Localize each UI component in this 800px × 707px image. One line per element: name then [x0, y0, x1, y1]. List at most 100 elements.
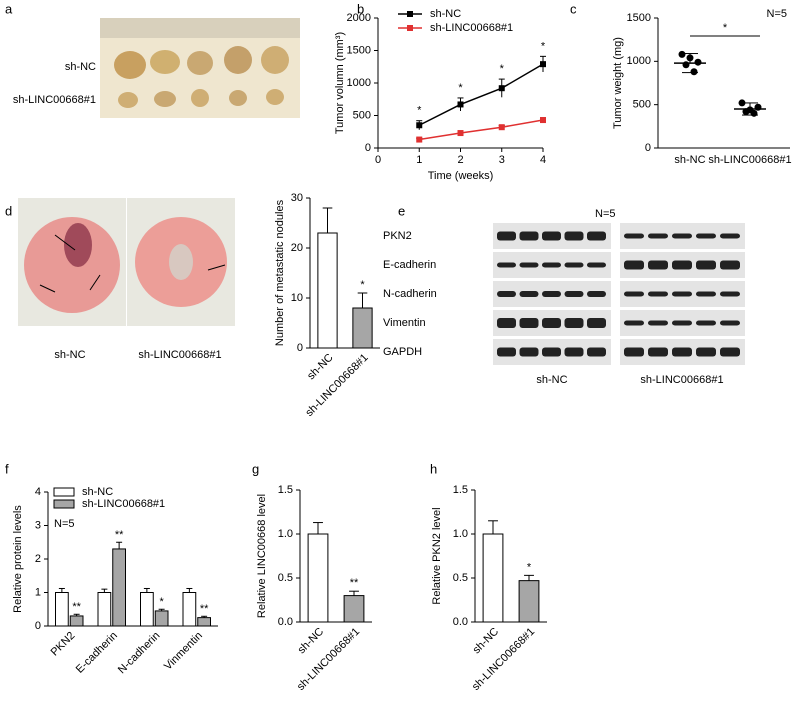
- y-tick-label: 1.5: [453, 484, 468, 496]
- y-tick-label: 1500: [627, 12, 651, 24]
- annotation: *: [417, 105, 422, 117]
- y-tick-label: 0: [297, 342, 303, 354]
- x-tick-label: 3: [499, 154, 505, 166]
- y-tick-label: 3: [35, 519, 41, 531]
- blot-band: [696, 347, 716, 357]
- blot-group-label: sh-LINC00668#1: [640, 374, 723, 386]
- annotation: *: [541, 40, 546, 52]
- legend-label: sh-NC: [82, 486, 113, 498]
- western-blot: [493, 223, 745, 365]
- blot-band: [648, 347, 668, 357]
- point: [746, 106, 754, 114]
- y-tick-label: 2000: [347, 12, 371, 24]
- bar: [112, 548, 126, 627]
- legend-marker: [407, 25, 413, 31]
- annotation: **: [200, 603, 209, 615]
- blot-band: [564, 231, 584, 241]
- blot-band: [624, 291, 644, 297]
- point: [678, 50, 686, 58]
- panel-letter: e: [398, 203, 405, 218]
- annotation: **: [115, 529, 124, 541]
- y-tick-label: 1.5: [278, 484, 293, 496]
- y-tick-label: 500: [353, 109, 371, 121]
- x-tick-label: Vinmentin: [162, 630, 205, 673]
- blot-band: [624, 347, 644, 357]
- legend-swatch: [53, 487, 75, 497]
- blot-row-label: E-cadherin: [383, 259, 436, 271]
- blot-band: [587, 262, 606, 268]
- point: [416, 136, 423, 143]
- x-tick-label: PKN2: [49, 630, 78, 659]
- y-tick-label: 1.0: [453, 528, 468, 540]
- blot-band: [519, 347, 539, 357]
- y-tick-label: 30: [291, 192, 303, 204]
- x-tick-label: N-cadherin: [116, 630, 163, 677]
- panel-letter: c: [570, 1, 577, 16]
- blot-band: [696, 320, 716, 326]
- blot-band: [624, 260, 644, 270]
- point: [540, 117, 546, 124]
- lung-photo: [18, 198, 235, 326]
- bar: [55, 592, 69, 627]
- blot-row-label: Vimentin: [383, 317, 426, 329]
- legend-swatch: [53, 499, 75, 509]
- bar: [140, 592, 154, 627]
- blot-band: [497, 291, 516, 297]
- point: [457, 130, 464, 137]
- blot-band: [519, 231, 539, 241]
- y-axis-label: Relative PKN2 level: [431, 507, 443, 604]
- annotation: *: [458, 82, 463, 94]
- annotation: *: [723, 22, 728, 34]
- y-axis-label: Tumor weight (mg): [612, 37, 624, 129]
- blot-row-label: N-cadherin: [383, 288, 437, 300]
- blot-band: [672, 320, 692, 326]
- blot-band: [587, 231, 606, 241]
- blot-band: [696, 291, 716, 297]
- note: N=5: [767, 8, 788, 20]
- photo-caption: sh-NC: [54, 349, 85, 361]
- y-tick-label: 2: [35, 553, 41, 565]
- x-tick-label: sh-LINC00668#1: [303, 352, 370, 419]
- annotation: *: [360, 279, 365, 291]
- blot-band: [624, 233, 644, 239]
- x-tick-label: 4: [540, 154, 546, 166]
- y-axis-label: Number of metastatic nodules: [274, 199, 286, 346]
- blot-band: [587, 318, 606, 328]
- y-tick-label: 0.0: [453, 616, 468, 628]
- point: [498, 85, 505, 92]
- blot-band: [497, 318, 516, 328]
- blot-band: [497, 231, 516, 241]
- bar: [343, 595, 365, 623]
- x-tick-label: sh-NC: [471, 626, 502, 657]
- blot-band: [648, 291, 668, 297]
- x-tick-label: sh-LINC00668#1: [708, 154, 791, 166]
- blot-band: [497, 262, 516, 268]
- x-tick-label: 1: [416, 154, 422, 166]
- blot-band: [519, 291, 539, 297]
- blot-band: [587, 291, 606, 297]
- blot-band: [542, 231, 561, 241]
- blot-band: [542, 347, 561, 357]
- note: N=5: [54, 518, 75, 530]
- photo-caption: sh-LINC00668#1: [138, 349, 221, 361]
- bar: [307, 533, 329, 623]
- blot-band: [672, 347, 692, 357]
- bar: [154, 610, 169, 627]
- y-tick-label: 500: [633, 99, 651, 111]
- legend-label: sh-LINC00668#1: [430, 22, 513, 34]
- blot-band: [720, 260, 740, 270]
- blot-band: [564, 262, 584, 268]
- series-line: [418, 63, 544, 126]
- legend-label: sh-LINC00668#1: [82, 498, 165, 510]
- blot-band: [497, 347, 516, 357]
- y-tick-label: 0: [35, 620, 41, 632]
- x-tick-label: sh-NC: [296, 626, 327, 657]
- bar: [482, 533, 504, 623]
- tumor-photo: [100, 18, 300, 118]
- blot-band: [672, 260, 692, 270]
- panel-letter: g: [252, 461, 259, 476]
- blot-band: [696, 260, 716, 270]
- blot-band: [519, 262, 539, 268]
- blot-band: [672, 233, 692, 239]
- note: N=5: [595, 208, 616, 220]
